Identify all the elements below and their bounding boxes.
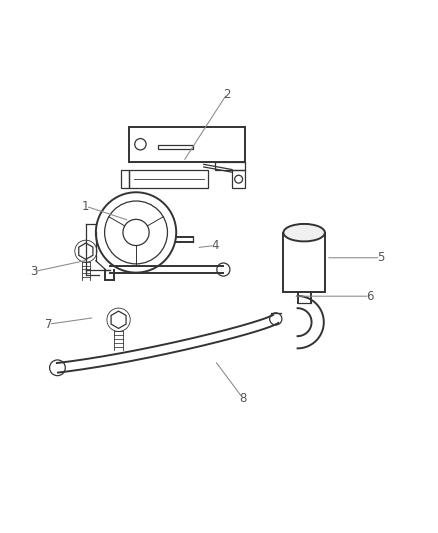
Text: 8: 8 — [239, 392, 247, 405]
Text: 5: 5 — [377, 251, 384, 264]
Ellipse shape — [283, 224, 325, 241]
Text: 1: 1 — [82, 200, 90, 213]
Text: 6: 6 — [366, 290, 373, 303]
Text: 2: 2 — [223, 87, 231, 101]
Text: 3: 3 — [30, 265, 37, 278]
Text: 4: 4 — [211, 239, 219, 252]
Text: 7: 7 — [45, 318, 53, 330]
